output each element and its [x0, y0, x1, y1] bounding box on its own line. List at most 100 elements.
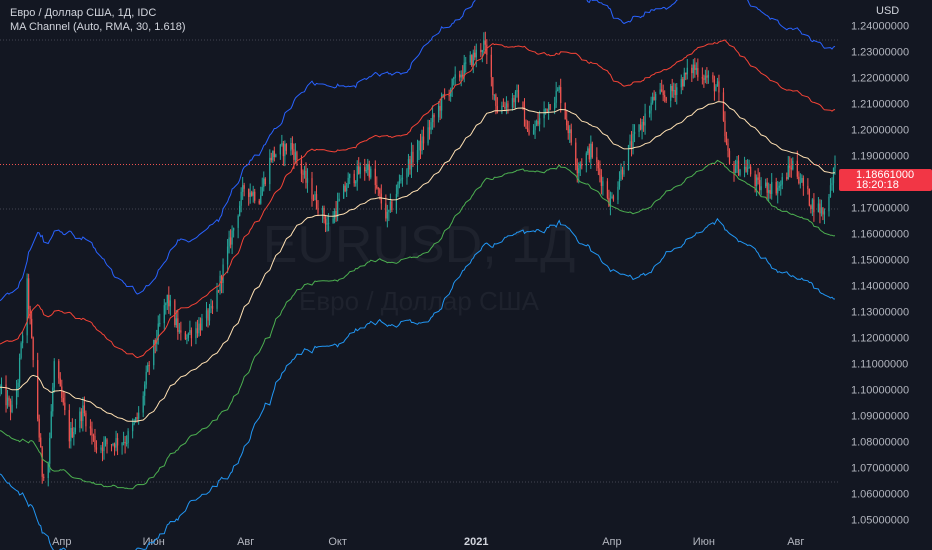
candle[interactable] — [5, 375, 7, 413]
candle[interactable] — [296, 150, 298, 166]
candle[interactable] — [692, 59, 694, 79]
candle[interactable] — [564, 102, 566, 120]
candle[interactable] — [37, 352, 39, 422]
candle[interactable] — [685, 72, 687, 81]
candle[interactable] — [766, 177, 768, 201]
candle[interactable] — [180, 321, 182, 341]
candle[interactable] — [760, 177, 762, 196]
candle[interactable] — [734, 159, 737, 174]
candle[interactable] — [174, 299, 176, 328]
candle[interactable] — [493, 94, 495, 101]
candle[interactable] — [336, 192, 339, 222]
candle[interactable] — [600, 169, 603, 195]
candle[interactable] — [588, 143, 590, 163]
candle[interactable] — [504, 101, 506, 112]
candle[interactable] — [501, 101, 503, 115]
candle[interactable] — [737, 155, 740, 177]
candle[interactable] — [165, 302, 167, 315]
candle[interactable] — [284, 140, 286, 167]
candle[interactable] — [469, 51, 471, 66]
candle[interactable] — [416, 139, 419, 173]
candle[interactable] — [514, 90, 517, 109]
candle[interactable] — [525, 119, 527, 130]
candle[interactable] — [343, 183, 345, 199]
candle[interactable] — [665, 96, 667, 103]
candle[interactable] — [201, 313, 203, 331]
candle[interactable] — [591, 141, 593, 159]
candle[interactable] — [829, 178, 832, 198]
candle[interactable] — [686, 58, 688, 80]
candle[interactable] — [543, 101, 545, 128]
candle[interactable] — [590, 135, 592, 169]
candle[interactable] — [703, 74, 705, 88]
candle[interactable] — [650, 96, 652, 121]
candle[interactable] — [321, 205, 324, 223]
candle[interactable] — [736, 155, 738, 173]
candle[interactable] — [502, 98, 505, 108]
candle[interactable] — [133, 418, 135, 426]
candle[interactable] — [106, 438, 108, 454]
candle[interactable] — [439, 98, 441, 121]
candle[interactable] — [639, 118, 642, 131]
candle[interactable] — [538, 110, 541, 132]
candle[interactable] — [575, 138, 577, 171]
candle[interactable] — [517, 84, 520, 103]
candle[interactable] — [294, 143, 297, 164]
candle[interactable] — [566, 110, 568, 131]
candle[interactable] — [242, 176, 244, 200]
candle[interactable] — [263, 171, 265, 192]
candle[interactable] — [617, 181, 619, 205]
candle[interactable] — [270, 152, 272, 163]
candle[interactable] — [459, 70, 461, 82]
candle[interactable] — [31, 311, 33, 339]
candle[interactable] — [534, 120, 536, 139]
candle[interactable] — [365, 163, 367, 174]
candle[interactable] — [190, 327, 193, 347]
candle[interactable] — [20, 341, 22, 360]
candle[interactable] — [725, 131, 728, 146]
candle[interactable] — [745, 159, 747, 173]
currency-label[interactable]: USD — [876, 5, 900, 17]
candle[interactable] — [567, 120, 569, 140]
candle[interactable] — [28, 273, 30, 319]
candle[interactable] — [759, 172, 761, 195]
candle[interactable] — [376, 176, 378, 190]
candle[interactable] — [38, 414, 40, 442]
candle[interactable] — [554, 96, 556, 115]
candle[interactable] — [644, 103, 646, 135]
candle[interactable] — [670, 83, 672, 108]
candle[interactable] — [471, 54, 473, 68]
candle[interactable] — [820, 199, 823, 217]
candle[interactable] — [40, 433, 42, 448]
candle[interactable] — [198, 317, 200, 337]
candle[interactable] — [142, 391, 144, 418]
candle[interactable] — [789, 156, 791, 178]
candle[interactable] — [799, 173, 801, 189]
candle[interactable] — [401, 167, 404, 187]
candle[interactable] — [53, 358, 55, 393]
candle[interactable] — [790, 158, 792, 178]
candle[interactable] — [73, 427, 75, 446]
candle[interactable] — [317, 200, 319, 217]
candle[interactable] — [82, 397, 84, 432]
candle[interactable] — [157, 315, 159, 345]
candle[interactable] — [279, 143, 281, 160]
candle[interactable] — [480, 43, 482, 58]
candle[interactable] — [609, 191, 612, 216]
candle[interactable] — [68, 404, 70, 449]
candle[interactable] — [275, 153, 277, 158]
candle[interactable] — [355, 180, 357, 187]
candle[interactable] — [169, 294, 171, 316]
candle[interactable] — [211, 300, 214, 315]
candle[interactable] — [535, 119, 538, 127]
candle[interactable] — [368, 160, 370, 181]
candle[interactable] — [226, 238, 229, 274]
candle[interactable] — [558, 85, 560, 93]
candle[interactable] — [21, 331, 24, 349]
candle[interactable] — [305, 162, 307, 189]
candle[interactable] — [560, 78, 562, 113]
candle[interactable] — [258, 198, 260, 205]
candle[interactable] — [579, 161, 581, 177]
candle[interactable] — [817, 197, 820, 213]
candle[interactable] — [748, 159, 750, 169]
